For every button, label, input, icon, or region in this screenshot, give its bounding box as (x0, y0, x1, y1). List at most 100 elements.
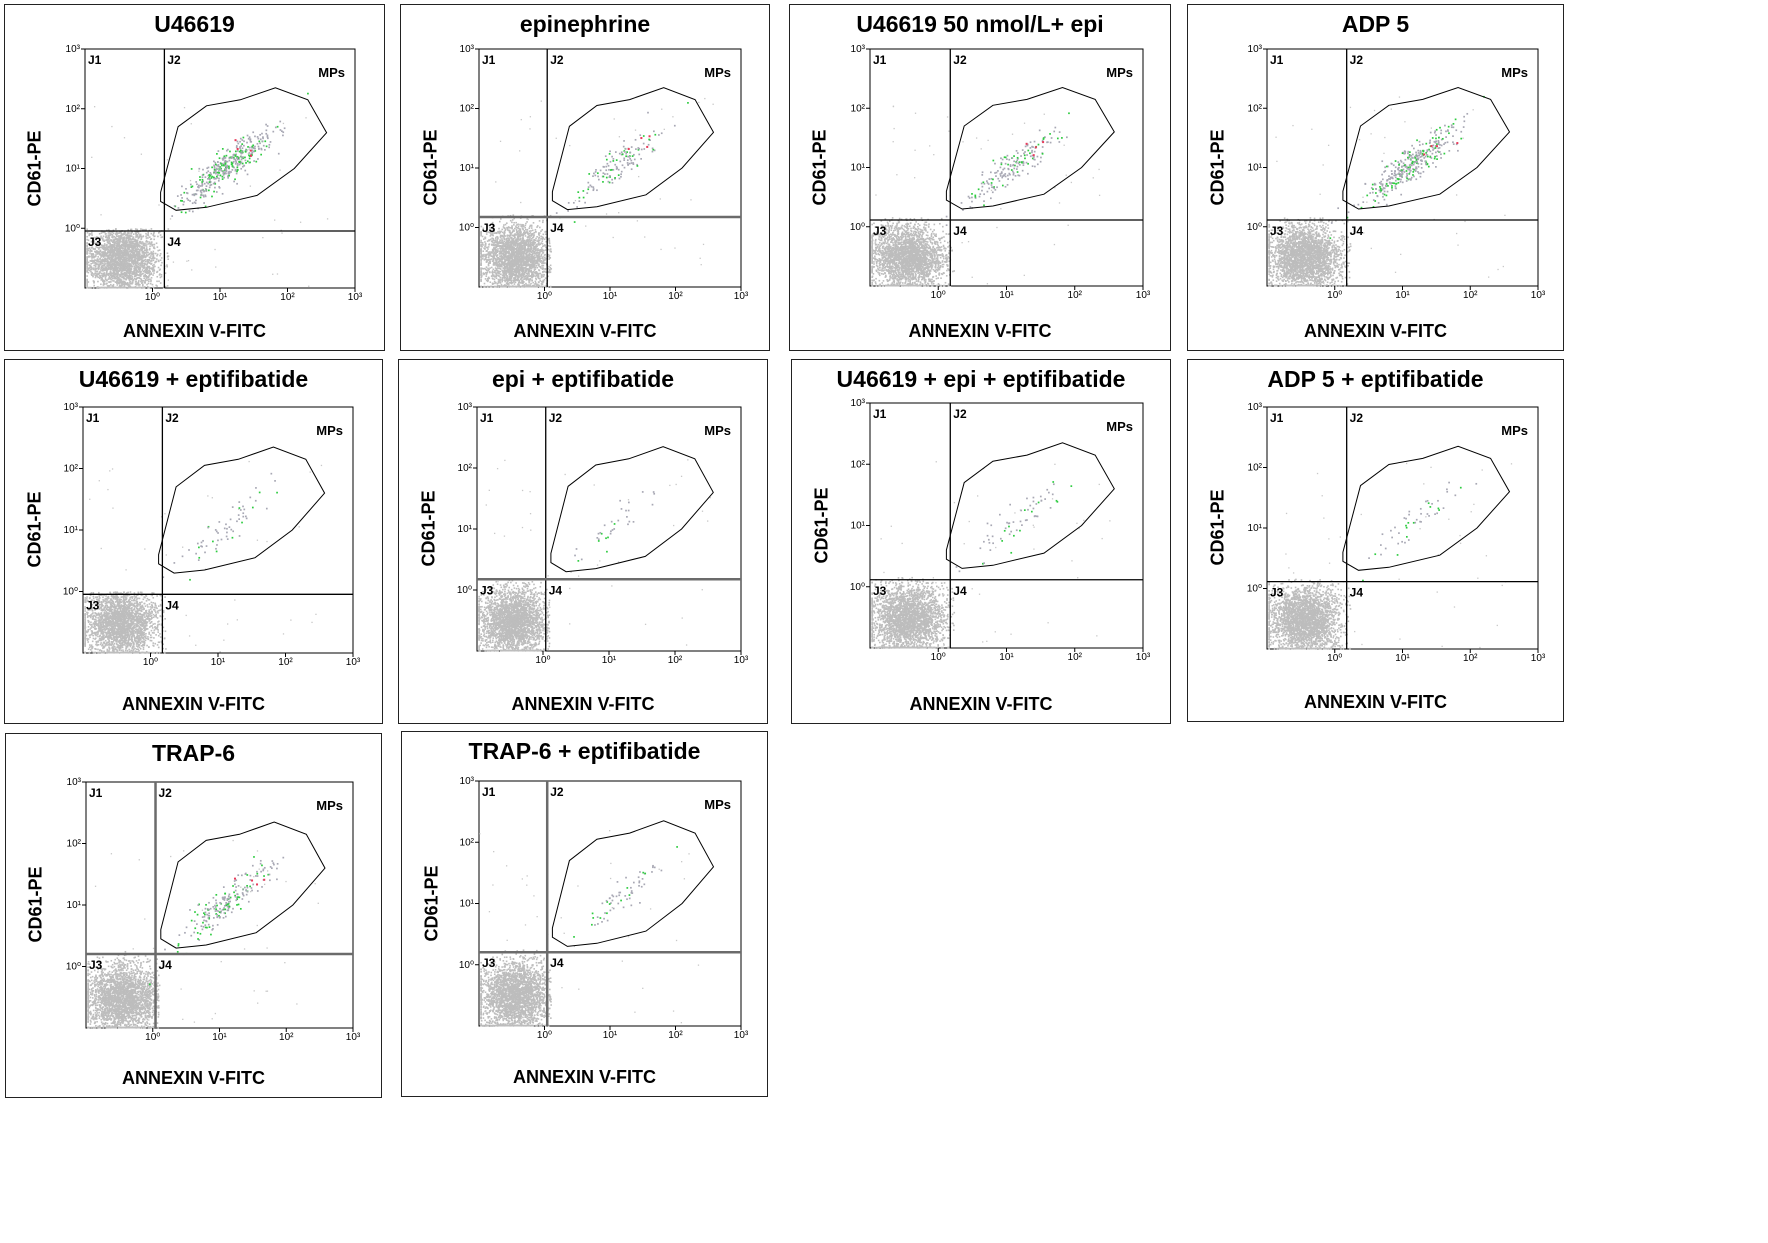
event-dot (545, 246, 547, 249)
event-dot (92, 259, 95, 262)
event-dot (112, 286, 114, 289)
event-dot (141, 286, 144, 289)
event-dot (506, 276, 509, 279)
event-dot (135, 282, 138, 285)
event-dot (528, 280, 530, 282)
event-dot (100, 232, 103, 234)
event-dot (525, 282, 527, 285)
event-dot (523, 225, 525, 228)
event-dot (193, 194, 196, 197)
event-dot (97, 267, 99, 270)
event-dot (150, 262, 153, 265)
event-dot (529, 236, 531, 239)
event-dot (528, 273, 530, 275)
event-dot (526, 262, 529, 264)
event-dot (217, 179, 220, 182)
event-dot (135, 233, 137, 236)
event-dot (197, 186, 199, 188)
event-dot (533, 268, 536, 270)
event-dot (214, 182, 217, 185)
event-dot (127, 246, 129, 249)
event-dot (497, 260, 500, 263)
event-dot (181, 200, 184, 202)
event-dot (158, 231, 161, 233)
x-tick-label: 10² (280, 292, 295, 303)
event-dot (537, 285, 540, 287)
event-dot (244, 169, 247, 172)
event-dot (214, 169, 217, 172)
event-dot (515, 274, 517, 277)
event-dot (279, 129, 282, 131)
event-dot (480, 233, 482, 236)
event-dot (153, 246, 155, 248)
event-dot (488, 231, 491, 234)
event-dot (118, 250, 121, 252)
event-dot (166, 256, 169, 258)
event-dot (113, 241, 116, 243)
event-dot (86, 283, 88, 286)
event-dot (132, 286, 134, 289)
event-dot (144, 275, 147, 278)
event-dot (535, 256, 537, 258)
event-dot (110, 281, 112, 283)
event-dot (505, 258, 508, 260)
event-dot (527, 261, 529, 263)
event-dot (112, 263, 115, 266)
event-dot (117, 244, 120, 246)
event-dot (228, 170, 231, 173)
event-dot (153, 235, 156, 237)
event-dot (530, 282, 532, 285)
event-dot (503, 244, 505, 247)
event-dot (126, 271, 128, 274)
event-dot (530, 255, 532, 258)
event-dot (494, 248, 497, 251)
event-dot (90, 255, 92, 258)
event-dot (124, 248, 127, 250)
event-dot (128, 255, 131, 258)
event-dot (123, 280, 126, 283)
event-dot (115, 272, 118, 275)
event-dot (133, 269, 135, 271)
event-dot (134, 274, 137, 276)
event-dot (268, 146, 271, 149)
event-dot (101, 275, 104, 277)
event-dot (124, 245, 126, 248)
event-dot (117, 240, 119, 243)
event-dot (485, 266, 488, 268)
event-dot (142, 283, 144, 286)
event-dot (127, 268, 130, 271)
event-dot (508, 256, 511, 259)
event-dot (148, 269, 151, 272)
event-dot (511, 271, 513, 274)
event-dot (121, 281, 124, 284)
event-dot (157, 266, 160, 269)
event-dot (142, 279, 145, 282)
event-dot (506, 269, 509, 271)
event-dot (130, 275, 133, 277)
event-dot (145, 269, 148, 272)
event-dot (527, 256, 530, 259)
event-dot (192, 193, 195, 196)
event-dot (110, 266, 113, 268)
event-dot (515, 268, 518, 271)
event-dot (109, 261, 111, 264)
panel-2: epinephrine CD61-PE ANNEXIN V-FITC J1 J2 J3 J4… (400, 4, 770, 351)
event-dot (191, 185, 194, 188)
event-dot (216, 168, 218, 170)
event-dot (126, 235, 129, 237)
event-dot (534, 254, 536, 256)
event-dot (486, 253, 489, 256)
event-dot (116, 284, 119, 286)
event-dot (151, 283, 154, 286)
event-dot (113, 280, 115, 282)
event-dot (113, 254, 116, 257)
event-dot (501, 239, 504, 242)
event-dot (508, 275, 511, 278)
event-dot (506, 283, 509, 286)
event-dot (112, 235, 114, 238)
event-dot (125, 241, 128, 243)
event-dot (131, 276, 134, 278)
event-dot (152, 270, 154, 272)
event-dot (515, 263, 517, 265)
